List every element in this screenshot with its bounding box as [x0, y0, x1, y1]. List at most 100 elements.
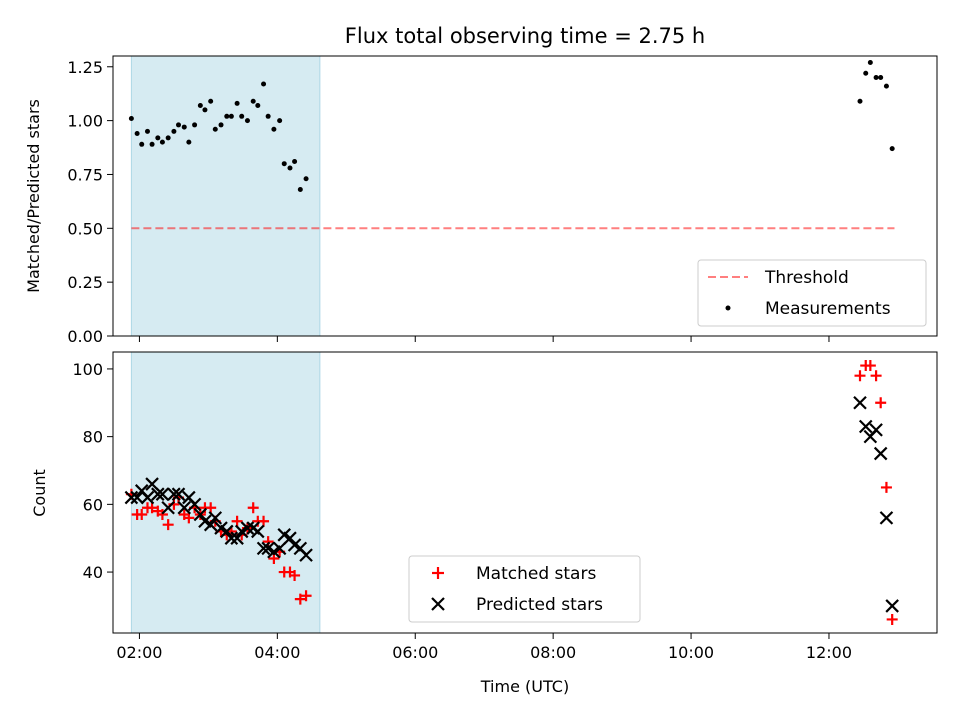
count-legend: Matched stars Predicted stars: [408, 555, 641, 623]
matched-star-point: [300, 590, 312, 602]
measurement-point: [878, 75, 884, 81]
measurement-point: [224, 113, 230, 119]
ratio-observing-window: [130, 55, 321, 337]
matched-star-point: [268, 553, 280, 565]
measurement-point: [176, 122, 182, 128]
legend-matched-label: Matched stars: [476, 564, 596, 584]
measurement-point: [149, 141, 155, 147]
predicted-star-point: [208, 511, 223, 525]
measurement-point: [144, 128, 150, 134]
predicted-star-point: [256, 541, 271, 556]
count-y-tick-label: 60: [83, 495, 103, 514]
measurement-point: [297, 187, 303, 193]
predicted-star-point: [879, 511, 894, 525]
measurement-point: [171, 128, 177, 134]
ratio-y-tick-label: 0.75: [67, 165, 103, 184]
legend-threshold-label: Threshold: [764, 268, 849, 288]
measurement-point: [159, 139, 165, 145]
predicted-star-point: [187, 497, 202, 512]
measurement-point: [197, 103, 203, 109]
matched-star-point: [864, 360, 876, 372]
predicted-star-point: [155, 487, 170, 501]
x-axis-label: Time (UTC): [480, 677, 569, 696]
matched-star-point: [136, 509, 148, 521]
predicted-star-point: [853, 396, 867, 410]
measurement-point: [883, 83, 889, 89]
measurement-point: [857, 98, 863, 104]
measurement-point: [261, 81, 267, 87]
measurement-point: [128, 115, 134, 121]
count-legend-box: [408, 555, 641, 623]
matched-star-point: [880, 481, 892, 493]
measurement-point: [265, 113, 271, 119]
predicted-star-point: [283, 531, 297, 545]
predicted-star-point: [873, 446, 888, 461]
predicted-star-point: [203, 517, 218, 532]
measurement-point: [186, 139, 192, 145]
measurement-point: [208, 98, 214, 104]
measurement-point: [271, 126, 277, 132]
measurement-point: [155, 135, 161, 141]
legend-measurements-label: Measurements: [765, 299, 891, 319]
matched-star-point: [289, 569, 301, 581]
measurement-point: [239, 113, 245, 119]
predicted-star-point: [858, 419, 873, 434]
measurement-point: [218, 122, 224, 128]
matched-star-point: [183, 512, 195, 524]
matched-star-point: [870, 370, 882, 382]
predicted-star-point: [230, 531, 244, 545]
predicted-star-point: [869, 423, 883, 437]
predicted-star-point: [167, 487, 181, 501]
matched-star-point: [156, 509, 168, 521]
legend-matched-swatch: [432, 567, 444, 579]
matched-star-point: [162, 519, 174, 531]
count-x-tick-label: 12:00: [806, 643, 852, 662]
ratio-legend: Threshold Measurements: [697, 259, 927, 327]
measurement-point: [250, 98, 256, 104]
count-y-tick-label: 80: [83, 428, 103, 447]
measurement-point: [192, 122, 198, 128]
ratio-y-tick-label: 1.25: [67, 58, 103, 77]
measurement-point: [165, 135, 171, 141]
measurement-point: [181, 124, 187, 130]
predicted-star-point: [145, 477, 159, 491]
legend-predicted-label: Predicted stars: [476, 595, 603, 615]
measurement-point: [287, 165, 293, 171]
predicted-star-point: [130, 490, 144, 505]
matched-star-point: [205, 502, 217, 514]
measurement-point: [234, 100, 240, 106]
legend-measurements-swatch: [725, 305, 731, 311]
ratio-legend-box: [697, 259, 927, 327]
predicted-star-point: [219, 524, 234, 539]
count-y-tick-label: 100: [72, 360, 103, 379]
matched-star-point: [854, 370, 866, 382]
predicted-star-point: [240, 521, 255, 535]
measurement-point: [255, 103, 261, 109]
count-y-tick-label: 40: [83, 563, 103, 582]
predicted-star-point: [193, 507, 208, 522]
legend-predicted-swatch: [431, 597, 445, 611]
count-x-tick-label: 08:00: [530, 643, 576, 662]
count-x-tick-label: 10:00: [668, 643, 714, 662]
ratio-y-tick-label: 0.00: [67, 327, 103, 346]
matched-star-point: [886, 613, 898, 625]
ratio-panel-frame: [112, 55, 938, 337]
ratio-y-tick-label: 0.50: [67, 219, 103, 238]
measurement-point: [228, 113, 234, 119]
ratio-y-tick-label: 1.00: [67, 112, 103, 131]
predicted-star-point: [124, 490, 139, 505]
measurement-point: [281, 161, 287, 167]
measurement-point: [889, 146, 895, 152]
measurement-point: [303, 176, 309, 182]
matched-star-point: [231, 515, 243, 527]
predicted-star-point: [177, 500, 192, 515]
matched-star-point: [294, 593, 306, 605]
matched-star-point: [258, 515, 270, 527]
measurement-point: [277, 118, 283, 124]
count-y-axis-label: Count: [30, 469, 49, 517]
measurement-point: [139, 141, 145, 147]
predicted-star-point: [151, 487, 165, 501]
predicted-star-point: [224, 531, 239, 545]
